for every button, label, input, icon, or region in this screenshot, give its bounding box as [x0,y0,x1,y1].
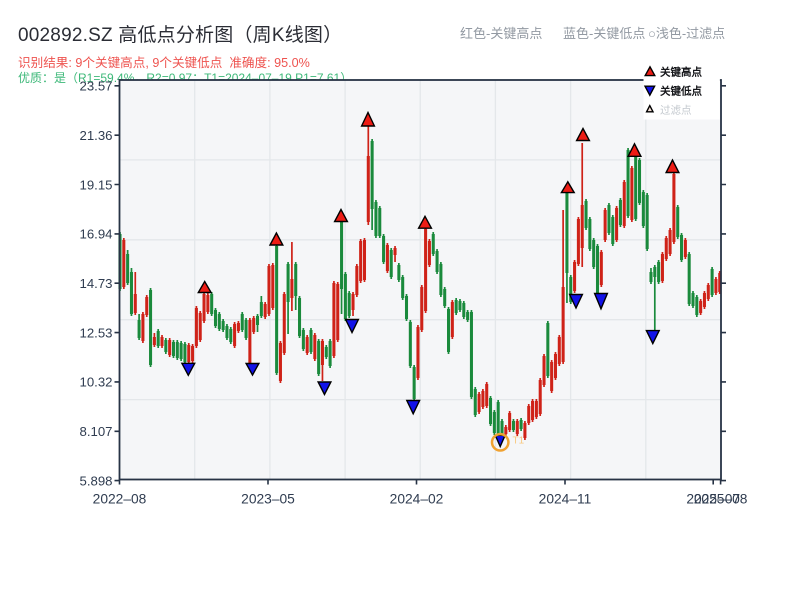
svg-text:2024–02: 2024–02 [390,491,444,506]
svg-text:T1: T1 [513,436,525,447]
svg-text:19.15: 19.15 [79,177,112,192]
svg-text:5.898: 5.898 [79,473,112,488]
svg-text:2025–08: 2025–08 [694,491,748,506]
svg-text:14.73: 14.73 [79,276,112,291]
svg-text:16.94: 16.94 [79,227,112,242]
svg-text:关键高点: 关键高点 [660,66,702,79]
svg-text:过滤点: 过滤点 [660,104,692,117]
svg-text:23.57: 23.57 [79,79,112,94]
svg-text:2023–05: 2023–05 [241,491,295,506]
svg-text:12.53: 12.53 [79,325,112,340]
svg-text:2025–07: 2025–07 [686,491,740,506]
svg-text:2024–11: 2024–11 [539,491,592,506]
svg-text:10.32: 10.32 [79,375,112,390]
svg-text:21.36: 21.36 [79,128,112,143]
svg-text:关键低点: 关键低点 [660,85,702,98]
svg-text:8.107: 8.107 [79,424,112,439]
svg-text:2022–08: 2022–08 [93,491,147,506]
